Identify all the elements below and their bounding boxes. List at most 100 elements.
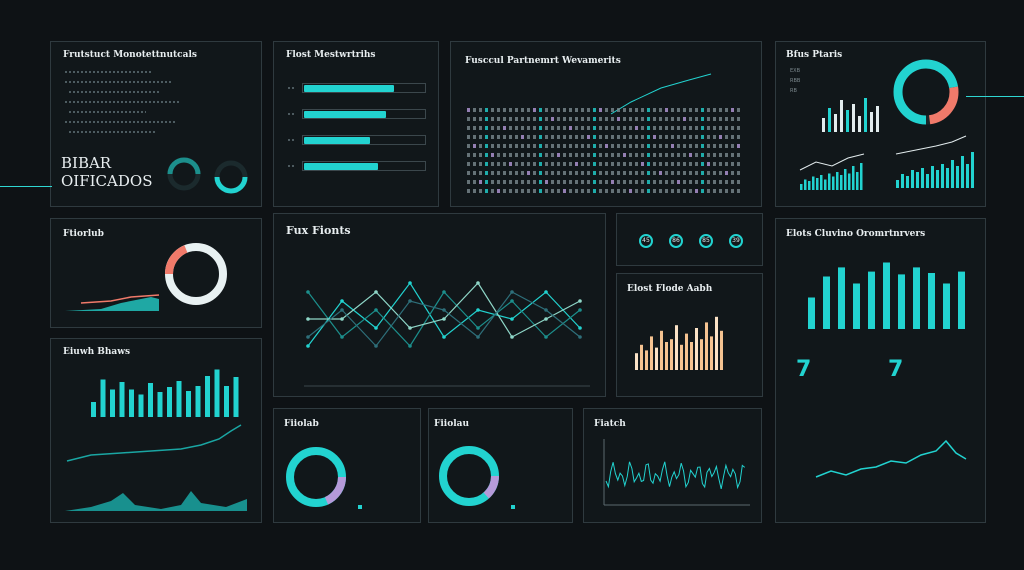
matrix-cell: [575, 153, 578, 157]
bar: [670, 339, 673, 370]
bar: [946, 168, 949, 188]
matrix-cell: [491, 171, 494, 175]
matrix-cell: [593, 189, 596, 193]
panel-title: Fux Fionts: [286, 224, 351, 237]
matrix-cell: [557, 108, 560, 112]
matrix-cell: [665, 117, 668, 121]
matrix-cell: [479, 144, 482, 148]
matrix-cell: [665, 126, 668, 130]
matrix-cell: [479, 180, 482, 184]
matrix-cell: [707, 126, 710, 130]
panel-tall: Elots Cluvino Oromrtnrvers 7 7: [775, 218, 986, 523]
matrix-cell: [485, 180, 488, 184]
progress-label: [288, 165, 294, 167]
matrix-cell: [611, 189, 614, 193]
matrix-cell: [467, 135, 470, 139]
tile-2: 7: [888, 357, 904, 382]
bar: [834, 114, 837, 132]
matrix-cell: [569, 144, 572, 148]
matrix-cell: [683, 108, 686, 112]
matrix-chart: [467, 73, 740, 193]
bar: [824, 179, 827, 190]
stat-badge: 45: [639, 234, 653, 248]
matrix-cell: [503, 171, 506, 175]
matrix-cell: [587, 108, 590, 112]
matrix-cell: [551, 108, 554, 112]
matrix-cell: [473, 171, 476, 175]
matrix-cell: [509, 108, 512, 112]
matrix-cell: [563, 135, 566, 139]
matrix-cell: [689, 108, 692, 112]
matrix-cell: [569, 189, 572, 193]
matrix-cell: [653, 108, 656, 112]
bar: [860, 163, 863, 190]
matrix-cell: [707, 135, 710, 139]
matrix-cell: [641, 180, 644, 184]
matrix-cell: [575, 108, 578, 112]
bar: [898, 274, 905, 329]
matrix-cell: [713, 189, 716, 193]
matrix-cell: [731, 144, 734, 148]
matrix-cell: [689, 180, 692, 184]
panel-donut-b: Fiiolau: [428, 408, 573, 523]
data-point: [306, 344, 310, 348]
data-point: [442, 308, 446, 312]
matrix-cell: [719, 153, 722, 157]
matrix-cell: [635, 171, 638, 175]
matrix-cell: [671, 126, 674, 130]
matrix-cell: [533, 180, 536, 184]
data-point: [578, 326, 582, 330]
matrix-cell: [575, 135, 578, 139]
bar: [675, 325, 678, 370]
matrix-cell: [509, 144, 512, 148]
matrix-cell: [503, 153, 506, 157]
matrix-cell: [611, 117, 614, 121]
bar: [896, 180, 899, 188]
matrix-cell: [491, 126, 494, 130]
panel-title: Fiiolau: [434, 419, 470, 429]
bar: [157, 392, 163, 417]
big-label-2: OIFICADOS: [61, 172, 153, 190]
matrix-cell: [539, 117, 542, 121]
bar: [832, 176, 835, 190]
matrix-cell: [659, 162, 662, 166]
matrix-cell: [473, 144, 476, 148]
matrix-cell: [641, 144, 644, 148]
matrix-cell: [617, 162, 620, 166]
matrix-cell: [563, 108, 566, 112]
matrix-cell: [695, 135, 698, 139]
matrix-cell: [719, 126, 722, 130]
matrix-cell: [491, 180, 494, 184]
matrix-cell: [701, 135, 704, 139]
matrix-cell: [545, 189, 548, 193]
matrix-cell: [683, 144, 686, 148]
matrix-cell: [581, 180, 584, 184]
matrix-cell: [629, 162, 632, 166]
matrix-cell: [533, 135, 536, 139]
data-point: [374, 308, 378, 312]
matrix-cell: [617, 144, 620, 148]
bar: [820, 175, 823, 190]
matrix-cell: [731, 117, 734, 121]
matrix-cell: [647, 162, 650, 166]
matrix-cell: [701, 108, 704, 112]
matrix-cell: [479, 153, 482, 157]
matrix-cell: [557, 189, 560, 193]
matrix-cell: [641, 117, 644, 121]
matrix-cell: [527, 117, 530, 121]
matrix-cell: [653, 189, 656, 193]
matrix-cell: [569, 180, 572, 184]
matrix-cell: [695, 126, 698, 130]
matrix-cell: [731, 180, 734, 184]
matrix-cell: [581, 126, 584, 130]
matrix-cell: [497, 117, 500, 121]
matrix-cell: [713, 180, 716, 184]
bar: [858, 116, 861, 132]
matrix-cell: [521, 108, 524, 112]
matrix-cell: [515, 153, 518, 157]
matrix-cell: [539, 171, 542, 175]
matrix-cell: [575, 117, 578, 121]
donut-b-chart: [439, 446, 515, 509]
matrix-cell: [497, 144, 500, 148]
bar: [840, 175, 843, 190]
